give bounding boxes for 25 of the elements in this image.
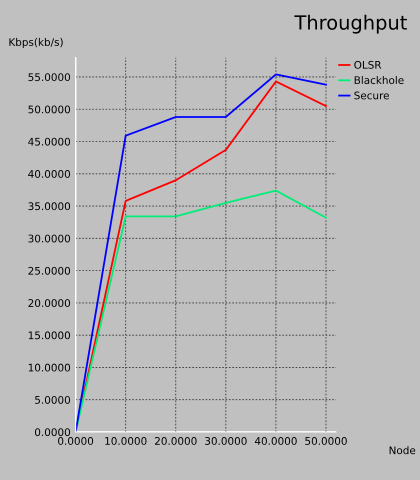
legend-label: OLSR [354,60,382,69]
y-tick-label: 30.0000 [28,234,70,242]
y-axis-title: Kbps(kb/s) [9,38,63,48]
y-tick-label: 25.0000 [28,266,70,275]
x-tick-label: 10.0000 [105,437,147,445]
y-tick-label: 50.0000 [28,105,70,114]
x-axis-title: Node [390,446,416,454]
line-series [76,190,327,432]
y-tick-label: 35.0000 [28,202,70,210]
legend-label: Secure [354,91,389,100]
y-tick-label: 55.0000 [28,73,70,82]
x-tick-label: 20.0000 [154,437,197,445]
chart-title: Throughput [294,14,407,34]
y-tick-label: 5.0000 [35,396,70,404]
y-tick-label: 15.0000 [28,331,70,340]
x-tick-label: 30.0000 [205,437,247,445]
y-tick-label: 0.0000 [34,428,70,436]
y-tick-label: 45.0000 [28,138,70,146]
y-tick-label: 40.0000 [28,170,70,178]
x-tick-label: 0.0000 [58,437,94,445]
x-tick-label: 50.0000 [305,437,347,445]
y-tick-label: 20.0000 [28,299,70,307]
legend-label: Blackhole [354,76,404,84]
x-tick-label: 40.0000 [254,437,297,445]
y-tick-label: 10.0000 [28,364,70,372]
